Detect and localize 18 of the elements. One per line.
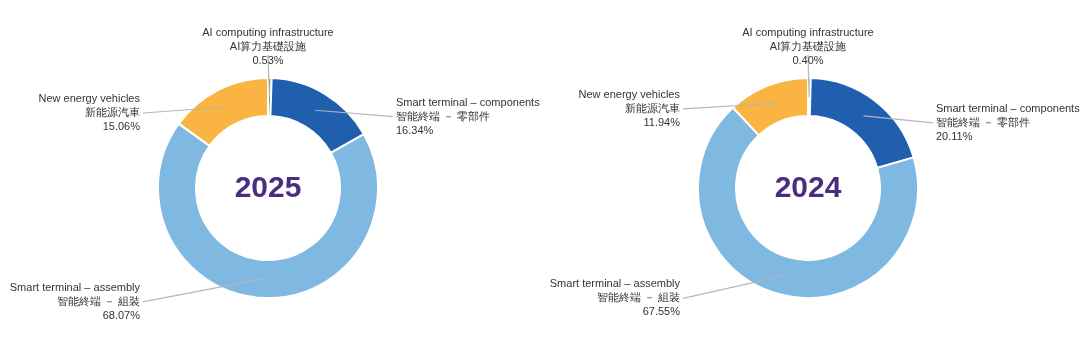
slice-label: New energy vehicles 新能源汽車 xyxy=(38,91,141,118)
data-label: 0.40% xyxy=(792,54,824,66)
text: 2024 xyxy=(774,170,842,203)
slice-label: Smart terminal – assembly 智能終端 － 組裝 xyxy=(549,277,681,304)
slice-label: AI computing infrastructure AI算力基礎設施 xyxy=(202,26,334,52)
data-label: 15.06% xyxy=(102,119,141,132)
slice-label: Smart terminal – components 智能終端 － 零部件 xyxy=(396,95,541,122)
slice-label: New energy vehicles 新能源汽車 xyxy=(578,87,681,114)
data-label: 20.11% xyxy=(936,129,973,142)
slice-label: Smart terminal – assembly 智能終端 － 組裝 xyxy=(9,280,141,307)
data-label: 68.07% xyxy=(102,308,141,321)
data-label: 11.94% xyxy=(643,115,681,128)
slice-label: Smart terminal – components 智能終端 － 零部件 xyxy=(936,101,1080,128)
data-label: 0.53% xyxy=(252,54,284,66)
text: 2025 xyxy=(234,170,302,203)
data-label: 67.55% xyxy=(642,305,681,318)
data-label: 16.34% xyxy=(396,123,434,136)
slice-label: AI computing infrastructure AI算力基礎設施 xyxy=(742,26,874,52)
